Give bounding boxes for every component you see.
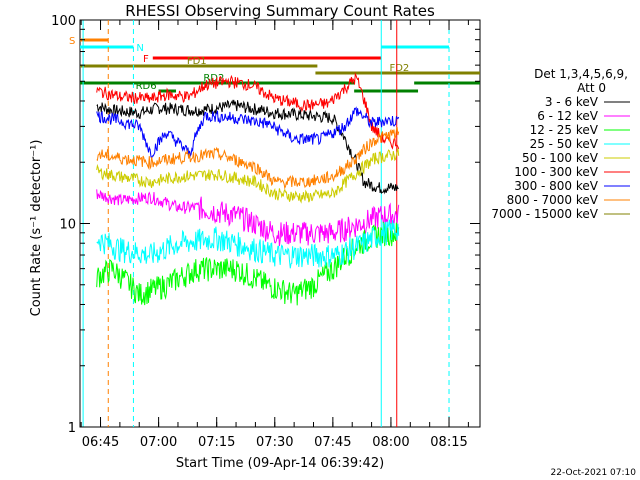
axis-ticks: 06:45 07:00 07:15 07:30 07:45 08:00 08:15 1 10 10… bbox=[51, 14, 480, 450]
chart-title: RHESSI Observing Summary Count Rates bbox=[125, 2, 435, 20]
legend-label-2: 12 - 25 keV bbox=[530, 123, 599, 137]
series-line-4 bbox=[96, 148, 400, 204]
y-tick-label-0: 1 bbox=[68, 421, 76, 436]
y-tick-label-2: 100 bbox=[51, 14, 76, 29]
legend-label-0: 3 - 6 keV bbox=[545, 95, 599, 109]
y-tick-label-1: 10 bbox=[59, 218, 76, 233]
series-line-7 bbox=[96, 126, 400, 190]
flag-label-s: S bbox=[69, 36, 75, 47]
series-line-1 bbox=[96, 189, 400, 247]
series-line-6 bbox=[96, 106, 400, 161]
legend-header-line-2: Att 0 bbox=[577, 81, 606, 95]
x-tick-label-6: 08:15 bbox=[430, 435, 467, 450]
legend-label-7: 800 - 7000 keV bbox=[507, 193, 599, 207]
flag-label-fd1: FD1 bbox=[187, 56, 207, 67]
x-tick-label-0: 06:45 bbox=[82, 435, 119, 450]
footer-timestamp: 22-Oct-2021 07:10 bbox=[551, 468, 637, 478]
legend-label-6: 300 - 800 keV bbox=[514, 179, 598, 193]
x-tick-label-1: 07:00 bbox=[140, 435, 177, 450]
flag-label-n: N bbox=[136, 43, 143, 54]
series-lines bbox=[96, 72, 400, 306]
series-line-0 bbox=[96, 99, 399, 195]
x-tick-label-5: 08:00 bbox=[372, 435, 409, 450]
x-tick-label-3: 07:30 bbox=[256, 435, 293, 450]
flag-label-f: F bbox=[143, 54, 149, 65]
legend-label-1: 6 - 12 keV bbox=[537, 109, 599, 123]
legend-label-3: 25 - 50 keV bbox=[530, 137, 599, 151]
legend-label-5: 100 - 300 keV bbox=[514, 165, 598, 179]
flag-label-rd6: RD6 bbox=[136, 81, 157, 92]
legend-header-line-1: Det 1,3,4,5,6,9, bbox=[534, 67, 628, 81]
series-line-5 bbox=[96, 72, 400, 150]
flag-label-fd2: FD2 bbox=[389, 63, 409, 74]
series-line-2 bbox=[96, 221, 400, 306]
x-axis-label: Start Time (09-Apr-14 06:39:42) bbox=[176, 456, 384, 471]
x-tick-label-4: 07:45 bbox=[314, 435, 351, 450]
flag-label-rd2: RD2 bbox=[203, 73, 224, 84]
y-axis-label: Count Rate (s⁻¹ detector⁻¹) bbox=[29, 140, 44, 317]
x-tick-label-2: 07:15 bbox=[198, 435, 235, 450]
legend-label-8: 7000 - 15000 keV bbox=[491, 207, 598, 221]
flag-bars: S NF FD1 FD2 RD2 RD6 bbox=[69, 36, 480, 93]
series-line-3 bbox=[96, 219, 400, 269]
legend-label-4: 50 - 100 keV bbox=[522, 151, 599, 165]
